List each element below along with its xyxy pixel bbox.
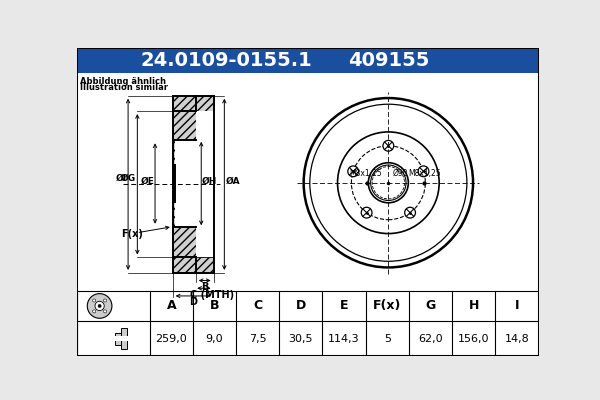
Text: F(x): F(x) — [373, 300, 401, 312]
Bar — [121, 328, 127, 350]
Text: 24.0109-0155.1: 24.0109-0155.1 — [141, 51, 313, 70]
Text: 9,0: 9,0 — [206, 334, 223, 344]
Text: G: G — [425, 300, 436, 312]
Text: ØA: ØA — [226, 177, 241, 186]
Text: 114,3: 114,3 — [328, 334, 360, 344]
Text: 7,5: 7,5 — [249, 334, 266, 344]
Circle shape — [92, 299, 95, 302]
Text: Ø90: Ø90 — [393, 169, 409, 178]
Bar — [77, 290, 539, 356]
Text: 14,8: 14,8 — [505, 334, 529, 344]
Bar — [175, 140, 196, 227]
Text: M8x1,25: M8x1,25 — [409, 169, 442, 178]
Text: Illustration similar: Illustration similar — [80, 84, 167, 92]
Text: ØH: ØH — [202, 177, 217, 186]
Text: 156,0: 156,0 — [458, 334, 490, 344]
Text: 62,0: 62,0 — [418, 334, 443, 344]
Text: H: H — [469, 300, 479, 312]
Text: 259,0: 259,0 — [155, 334, 187, 344]
Circle shape — [348, 166, 359, 177]
Circle shape — [104, 299, 107, 302]
Text: 30,5: 30,5 — [289, 334, 313, 344]
Text: E: E — [340, 300, 349, 312]
Circle shape — [92, 310, 95, 313]
Text: I: I — [515, 300, 519, 312]
Bar — [173, 96, 214, 111]
Text: F(x): F(x) — [121, 229, 143, 239]
Circle shape — [87, 294, 112, 318]
Text: C: C — [253, 300, 262, 312]
Circle shape — [418, 166, 429, 177]
Text: 409155: 409155 — [347, 51, 429, 70]
Circle shape — [404, 207, 415, 218]
Text: B: B — [201, 282, 208, 292]
Text: D: D — [189, 298, 197, 308]
Bar — [173, 258, 214, 273]
Circle shape — [104, 310, 107, 313]
Circle shape — [95, 301, 104, 310]
Text: A: A — [166, 300, 176, 312]
Text: ØE: ØE — [140, 177, 154, 186]
Bar — [77, 48, 539, 73]
Circle shape — [383, 140, 394, 151]
Text: 5: 5 — [384, 334, 391, 344]
Text: ØI: ØI — [115, 174, 127, 183]
Text: C (MTH): C (MTH) — [190, 290, 235, 300]
Text: B: B — [210, 300, 219, 312]
Text: D: D — [296, 300, 306, 312]
Bar — [115, 336, 129, 341]
Text: Abbildung ähnlich: Abbildung ähnlich — [80, 77, 166, 86]
Bar — [196, 111, 214, 258]
Circle shape — [361, 207, 372, 218]
Bar — [77, 48, 539, 290]
Text: M8x1,25: M8x1,25 — [349, 169, 382, 178]
Bar — [115, 332, 121, 345]
Bar — [173, 111, 196, 258]
Text: ØG: ØG — [121, 174, 136, 183]
Circle shape — [98, 304, 101, 308]
